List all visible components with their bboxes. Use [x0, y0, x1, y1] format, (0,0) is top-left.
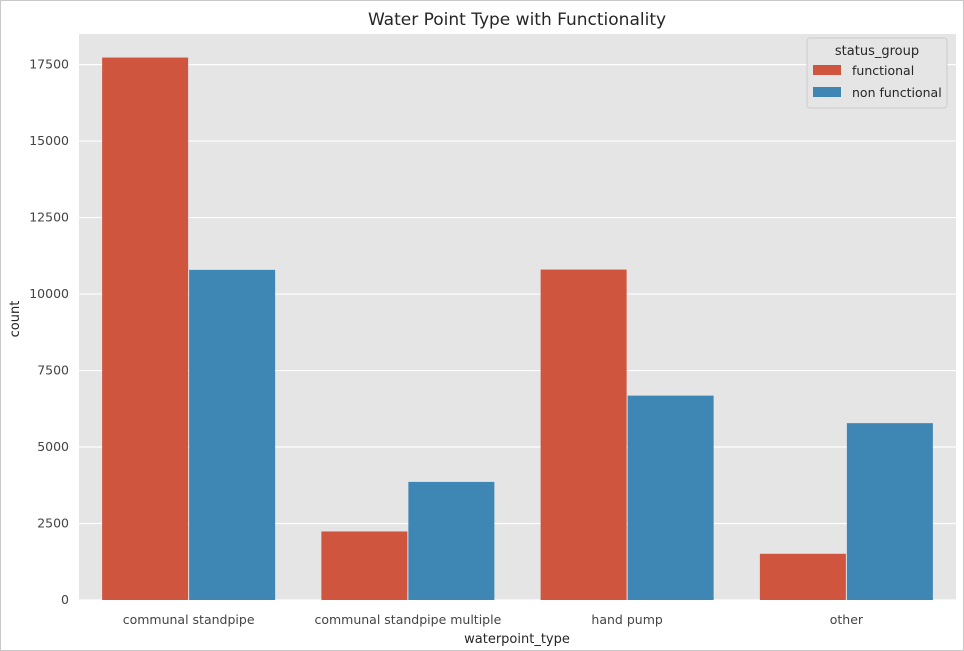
x-axis-label: waterpoint_type — [464, 632, 570, 647]
legend: status_group functional non functional — [806, 37, 948, 109]
bar-functional — [102, 57, 189, 600]
bar-non-functional — [627, 395, 714, 600]
legend-swatch-functional — [813, 65, 841, 75]
legend-label-non-functional: non functional — [852, 85, 942, 100]
y-tick-label: 7500 — [37, 363, 69, 378]
bar-functional — [540, 269, 627, 600]
y-tick-label: 5000 — [37, 439, 69, 454]
y-axis-label: count — [8, 301, 23, 338]
x-tick-label: communal standpipe multiple — [314, 612, 501, 627]
legend-box — [806, 37, 948, 109]
x-tick-label: communal standpipe — [123, 612, 255, 627]
y-tick-label: 17500 — [29, 57, 69, 72]
chart-title: Water Point Type with Functionality — [368, 10, 666, 30]
y-tick-label: 2500 — [37, 516, 69, 531]
y-tick-label: 15000 — [29, 133, 69, 148]
x-tick-labels: communal standpipe communal standpipe mul… — [123, 612, 864, 627]
x-tick-label: other — [830, 612, 864, 627]
y-tick-label: 10000 — [29, 286, 69, 301]
y-tick-labels: 0 2500 5000 7500 10000 12500 15000 17500 — [29, 57, 69, 607]
x-tick-label: hand pump — [591, 612, 662, 627]
bar-non-functional — [408, 481, 495, 600]
bar-non-functional — [189, 269, 276, 600]
y-tick-label: 0 — [61, 592, 69, 607]
bar-non-functional — [846, 423, 933, 600]
bar-functional — [759, 553, 846, 600]
legend-title: status_group — [835, 44, 919, 59]
bars-group — [102, 57, 933, 600]
y-tick-label: 12500 — [29, 210, 69, 225]
bar-functional — [321, 531, 408, 600]
legend-swatch-non-functional — [813, 87, 841, 97]
legend-label-functional: functional — [852, 63, 914, 78]
